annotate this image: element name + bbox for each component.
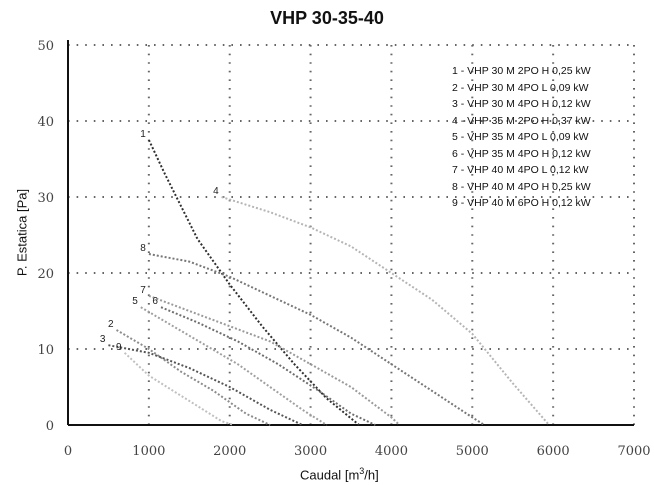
series-line-9 (123, 352, 235, 426)
curve-label-8: 8 (140, 243, 146, 254)
series-line-6 (160, 306, 376, 426)
series-line-1 (147, 139, 360, 426)
legend-item-6: 6 - VHP 35 M 4PO H 0,12 kW (452, 147, 591, 160)
x-tick-label: 0 (64, 444, 72, 459)
y-tick-label: 40 (37, 115, 54, 130)
x-tick-label: 5000 (456, 444, 489, 459)
curve-label-5: 5 (132, 296, 138, 307)
x-tick-label: 6000 (537, 444, 570, 459)
x-tick-label: 4000 (375, 444, 408, 459)
curve-label-9: 9 (116, 342, 122, 353)
series-line-5 (140, 306, 328, 426)
legend-item-5: 5 - VHP 35 M 4PO L 0,09 kW (452, 131, 589, 143)
y-tick-label: 0 (46, 419, 54, 434)
curve-label-1: 1 (140, 129, 146, 140)
x-axis-unit-tail: /h] (364, 467, 379, 483)
legend-item-7: 7 - VHP 40 M 4PO L 0,12 kW (452, 164, 589, 176)
curve-label-4: 4 (213, 186, 219, 197)
legend-item-9: 9 - VHP 40 M 6PO H 0,12 kW (452, 197, 591, 209)
legend-item-2: 2 - VHP 30 M 4PO L 0,09 kW (452, 81, 589, 94)
x-axis-unit-sup: 3 (359, 466, 365, 476)
chart-legend: 1 - VHP 30 M 2PO H 0,25 kW 2 - VHP 30 M 4… (452, 63, 591, 212)
legend-item-3: 3 - VHP 30 M 4PO H 0,12 kW (452, 98, 591, 110)
series-line-8 (148, 253, 485, 426)
y-tick-label: 20 (37, 267, 54, 282)
y-tick-label: 30 (37, 191, 54, 206)
series-line-7 (148, 294, 401, 426)
y-tick-label: 50 (37, 39, 54, 54)
curve-label-2: 2 (108, 319, 114, 330)
x-axis-unit-base: [m (344, 467, 360, 483)
x-tick-label: 2000 (213, 444, 246, 459)
curve-label-6: 6 (152, 296, 158, 307)
series-line-3 (108, 344, 303, 426)
curve-label-3: 3 (100, 334, 106, 345)
chart-title: VHP 30-35-40 (270, 8, 384, 28)
y-tick-label: 10 (37, 343, 54, 358)
legend-item-4: 4 - VHP 35 M 2PO H 0,37 kW (452, 114, 591, 127)
series-line-2 (115, 329, 271, 426)
x-tick-label: 3000 (294, 444, 327, 459)
legend-item-8: 8 - VHP 40 M 4PO H 0,25 kW (452, 180, 591, 193)
y-axis-label: P. Estatica [Pa] (14, 188, 30, 277)
x-tick-label: 1000 (132, 444, 165, 459)
x-axis-label: Caudal [m3/h] (300, 466, 379, 482)
x-tick-label: 7000 (617, 444, 650, 459)
curve-label-7: 7 (140, 285, 146, 296)
series-line-4 (221, 196, 550, 426)
x-axis-label-text: Caudal (300, 467, 342, 483)
legend-item-1: 1 - VHP 30 M 2PO H 0,25 kW (452, 65, 591, 77)
